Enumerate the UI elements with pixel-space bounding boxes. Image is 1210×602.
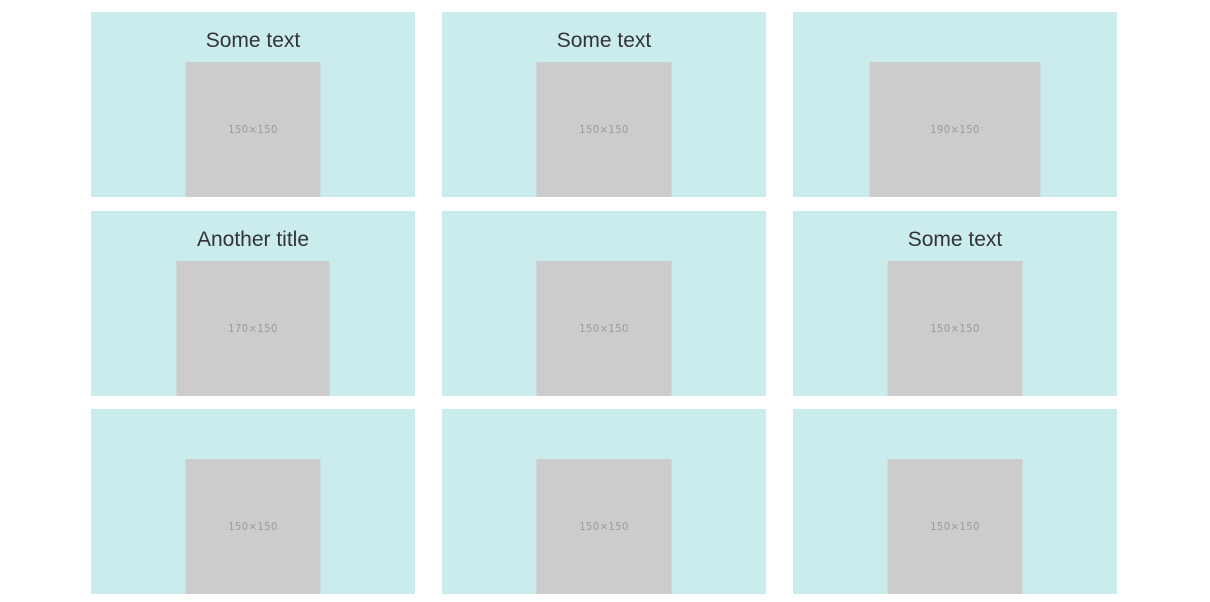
grid-cell: 190×150 xyxy=(793,12,1117,197)
placeholder-image: 150×150 xyxy=(536,62,672,197)
cell-title: Another title xyxy=(196,227,310,251)
grid-cell: Some text 150×150 xyxy=(442,12,766,197)
placeholder-image: 190×150 xyxy=(869,62,1041,197)
placeholder-image: 170×150 xyxy=(176,260,330,396)
grid-cell: Some text 150×150 xyxy=(793,210,1117,396)
cell-title: Some text xyxy=(907,227,1003,251)
placeholder-image: 150×150 xyxy=(887,260,1023,396)
grid-cell: 150×150 xyxy=(442,409,766,594)
card-grid: Some text 150×150 Some text 150×150 190×150 A… xyxy=(91,12,1117,594)
cell-title: Some text xyxy=(556,29,652,52)
grid-cell: Another title 170×150 xyxy=(91,210,415,396)
grid-cell: 150×150 xyxy=(91,409,415,594)
placeholder-image: 150×150 xyxy=(185,62,321,197)
placeholder-image: 150×150 xyxy=(536,260,672,396)
grid-cell: 150×150 xyxy=(793,409,1117,594)
grid-cell: Some text 150×150 xyxy=(91,12,415,197)
placeholder-image: 150×150 xyxy=(887,459,1023,594)
grid-cell: 150×150 xyxy=(442,210,766,396)
placeholder-image: 150×150 xyxy=(536,459,672,594)
placeholder-image: 150×150 xyxy=(185,459,321,594)
cell-title: Some text xyxy=(205,29,301,52)
